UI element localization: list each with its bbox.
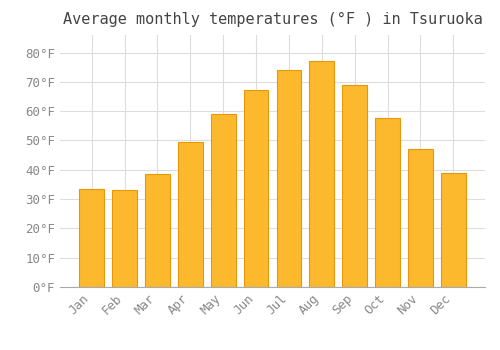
Bar	[342, 85, 367, 287]
Bar	[244, 90, 268, 287]
Title: Average monthly temperatures (°F ) in Tsuruoka: Average monthly temperatures (°F ) in Ts…	[62, 12, 482, 27]
Bar	[376, 118, 400, 287]
Bar	[178, 142, 203, 287]
Bar	[112, 190, 137, 287]
Bar	[310, 61, 334, 287]
Bar	[408, 149, 433, 287]
Bar	[145, 174, 170, 287]
Bar	[211, 113, 236, 287]
Bar	[80, 189, 104, 287]
Bar	[276, 70, 301, 287]
Bar	[441, 173, 466, 287]
